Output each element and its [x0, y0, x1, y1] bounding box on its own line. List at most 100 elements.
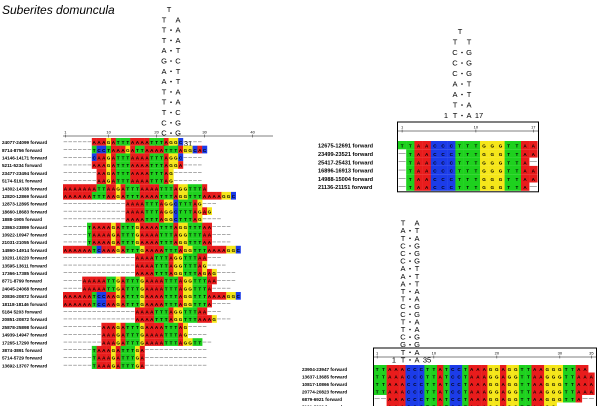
hairpin2-loop-right: T: [467, 38, 472, 47]
alignment3-tick-label: 1: [376, 351, 379, 356]
alignment2-base-cell: [406, 174, 415, 183]
alignment1-base-letter: A: [208, 279, 212, 284]
alignment3-base-cell: [544, 395, 551, 403]
alignment1-base-cell: [183, 222, 188, 231]
alignment1-base-cell: [154, 245, 160, 254]
alignment1-base-cell: [139, 268, 145, 277]
alignment3-base-cell: [588, 387, 595, 395]
alignment1-base-cell: [163, 238, 169, 246]
alignment1-base-letter: T: [136, 325, 139, 330]
alignment1-base-cell: [96, 299, 102, 308]
alignment1-base-letter: A: [131, 217, 135, 222]
alignment1-base-letter: T: [170, 248, 173, 253]
alignment3-base-letter: A: [388, 404, 392, 406]
alignment3-base-letter: A: [483, 389, 487, 394]
alignment3-base-cell: [581, 372, 589, 380]
alignment1-base-letter: G: [164, 202, 168, 207]
alignment1-base-cell: [125, 353, 131, 362]
alignment1-base-cell: [115, 138, 121, 146]
alignment1-base-cell: [135, 322, 140, 331]
alignment1-base-letter: A: [155, 148, 159, 153]
alignment1-base-letter: A: [198, 148, 202, 153]
alignment1-base-cell: [120, 353, 126, 362]
alignment3-base-cell: [512, 402, 520, 406]
alignment1-base-letter: T: [136, 186, 139, 191]
alignment2-base-letter: A: [532, 152, 536, 157]
alignment1-base-letter: T: [160, 317, 163, 322]
alignment1-base-letter: A: [141, 171, 145, 176]
alignment3-base-letter: A: [476, 382, 480, 387]
alignment2-base-cell: [512, 174, 522, 183]
alignment2-base-cell: [471, 174, 481, 183]
alignment1-base-cell: [154, 176, 160, 185]
alignment2-base-cell: [471, 141, 481, 150]
alignment3-base-letter: A: [483, 382, 487, 387]
alignment1-base-letter: A: [117, 356, 121, 361]
alignment3-base-cell: [424, 372, 431, 380]
alignment1-base-letter: A: [160, 294, 164, 299]
alignment1-base-letter: A: [150, 333, 154, 338]
alignment1-base-cell: [207, 284, 212, 292]
alignment3-base-cell: [474, 365, 482, 373]
alignment3-base-cell: [506, 402, 513, 406]
alignment1-base-cell: [187, 145, 193, 154]
alignment1-base-cell: [106, 145, 112, 154]
alignment1-base-letter: T: [141, 148, 144, 153]
alignment1-base-cell: [111, 238, 116, 246]
alignment1-base-letter: G: [227, 248, 231, 253]
alignment1-base-letter: A: [165, 156, 169, 161]
alignment3-base-cell: [392, 387, 400, 395]
alignment1-base-letter: A: [117, 348, 121, 353]
alignment1-base-cell: [173, 261, 179, 269]
alignment1-base-letter: G: [188, 279, 192, 284]
alignment1-base-cell: [115, 330, 121, 339]
alignment1-base-cell: [77, 299, 83, 308]
alignment3-base-cell: [493, 402, 501, 406]
alignment1-base-cell: [72, 292, 78, 300]
alignment1-base-letter: A: [213, 294, 217, 299]
alignment1-base-cell: [130, 222, 136, 231]
hairpin1-pair-right: G: [175, 118, 181, 127]
alignment3-base-cell: [418, 380, 425, 388]
alignment1-base-cell: [96, 276, 102, 285]
alignment3-base-cell: [537, 365, 545, 373]
alignment1-base-cell: [106, 168, 112, 177]
alignment2-base-letter: T: [458, 177, 461, 182]
alignment2-base-cell: [430, 157, 440, 166]
alignment3-base-letter: A: [590, 389, 594, 394]
alignment1-base-cell: [149, 184, 155, 192]
alignment3-base-letter: T: [565, 389, 568, 394]
alignment1-base-cell: [135, 199, 140, 208]
alignment1-base-letter: A: [73, 248, 77, 253]
alignment1-base-cell: [91, 292, 97, 300]
alignment2-base-cell: [439, 174, 448, 183]
alignment1-base-cell: [130, 153, 136, 162]
alignment3-base-cell: [556, 380, 564, 388]
alignment1-base-cell: [192, 215, 198, 223]
alignment1-base-cell: [197, 284, 203, 292]
alignment1-base-letter: T: [107, 279, 110, 284]
alignment3-base-cell: [380, 372, 387, 380]
alignment1-base-cell: [139, 184, 145, 192]
alignment3-base-cell: [462, 395, 469, 403]
alignment2-base-letter: T: [466, 144, 469, 149]
alignment1-base-cell: [125, 284, 131, 292]
alignment1-base-letter: A: [150, 286, 154, 291]
alignment1-base-letter: A: [145, 310, 149, 315]
alignment1-base-cell: [120, 361, 126, 369]
alignment1-base-cell: [111, 299, 116, 308]
alignment1-base-letter: A: [136, 140, 140, 145]
alignment1-base-letter: T: [93, 363, 96, 368]
alignment3-base-letter: T: [445, 367, 448, 372]
alignment2-row-label: 21136-21151 forward: [318, 185, 373, 191]
alignment1-base-letter: T: [165, 271, 168, 276]
hairpin1-pair-right: G: [175, 129, 181, 138]
alignment1-base-letter: A: [136, 271, 140, 276]
alignment1-base-cell: [96, 153, 102, 162]
alignment3-base-letter: T: [571, 389, 574, 394]
alignment1-base-letter: G: [208, 209, 212, 214]
alignment2-base-cell: [422, 174, 431, 183]
alignment1-base-letter: G: [116, 248, 120, 253]
alignment3-base-letter: T: [432, 389, 435, 394]
alignment2-base-cell: [430, 165, 440, 175]
